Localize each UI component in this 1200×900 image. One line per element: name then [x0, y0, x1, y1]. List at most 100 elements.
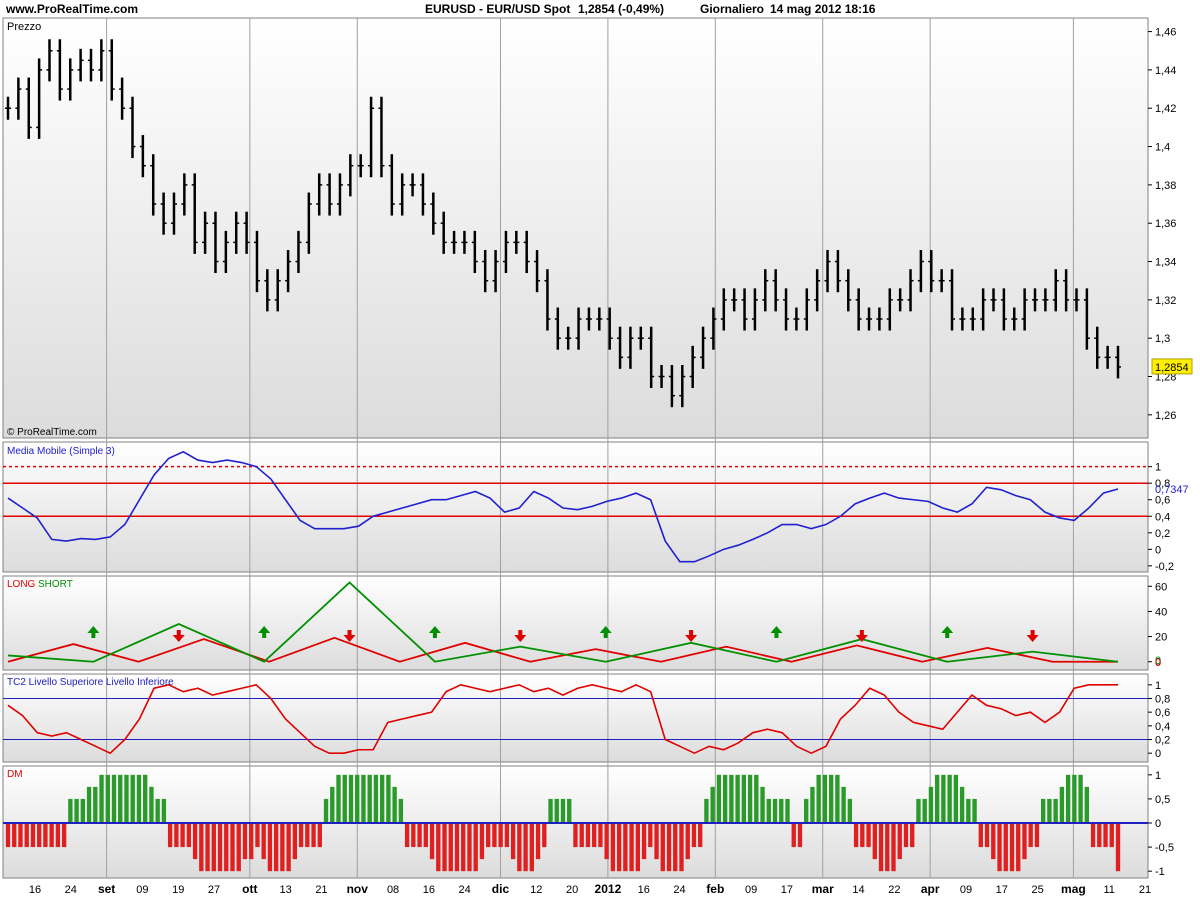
dm-bar	[953, 774, 959, 823]
dm-bar	[411, 823, 416, 848]
dm-bar	[1003, 823, 1008, 872]
up-arrow-icon	[941, 626, 954, 638]
x-tick-label: 21	[1139, 884, 1151, 896]
x-tick-label: 21	[315, 884, 327, 896]
dm-bar	[710, 786, 715, 823]
x-tick-label: 24	[673, 884, 685, 896]
dm-bar	[872, 823, 877, 860]
ma-pane[interactable]	[2, 441, 1149, 573]
panes	[2, 17, 1149, 879]
dm-bar	[804, 798, 809, 823]
x-tick-label: mag	[1061, 882, 1086, 896]
ma-last-value: 0,7347	[1155, 484, 1189, 496]
dm-bar	[1072, 774, 1077, 823]
dm-bar	[1022, 823, 1027, 860]
dm-bar	[1053, 798, 1058, 823]
dm-bar	[467, 823, 472, 872]
dm-bar	[30, 823, 36, 848]
y-tick-label: 20	[1155, 632, 1167, 644]
dm-bar	[348, 774, 354, 823]
y-tick-label: 1	[1155, 770, 1161, 782]
y-tick-label: 0,6	[1155, 495, 1170, 507]
dm-bar	[167, 823, 173, 848]
ma-pane-title: Media Mobile (Simple 3)	[7, 446, 115, 457]
dm-bar	[55, 823, 61, 848]
dm-bar	[978, 823, 983, 848]
dm-bar	[330, 786, 335, 823]
dm-bar	[604, 823, 609, 860]
dm-bar	[517, 823, 522, 872]
y-tick-label: 1,28	[1155, 372, 1176, 384]
dm-bar	[1097, 823, 1102, 848]
price-pane-title: Prezzo	[7, 21, 41, 33]
dm-bar	[111, 774, 117, 823]
dm-bar	[261, 823, 266, 860]
y-tick-label: 1,34	[1155, 257, 1176, 269]
dm-bar	[959, 786, 965, 823]
datetime-label: 14 mag 2012 18:16	[770, 2, 876, 16]
y-tick-label: 0	[1155, 544, 1161, 556]
y-tick-label: 0,4	[1155, 721, 1170, 733]
x-tick-label: set	[98, 882, 115, 896]
dm-bar	[548, 798, 553, 823]
last-price-label: 1,2854	[1155, 362, 1189, 374]
dm-bar	[317, 823, 322, 848]
y-tick-label: -0,5	[1155, 842, 1174, 854]
dm-bar	[654, 823, 659, 860]
dm-bar	[442, 823, 447, 872]
dm-bar	[722, 774, 728, 823]
dm-bar	[510, 823, 516, 860]
dm-bar	[448, 823, 453, 872]
down-arrow-icon	[685, 630, 698, 642]
dm-bar	[1078, 774, 1083, 823]
short-title: SHORT	[38, 579, 73, 590]
y-tick-label: 0,4	[1155, 511, 1170, 523]
dm-bar	[74, 798, 79, 823]
dm-bar	[735, 774, 740, 823]
x-tick-label: 16	[638, 884, 650, 896]
dm-bar	[1084, 786, 1089, 823]
dm-bar	[779, 798, 784, 823]
x-tick-label: mar	[812, 882, 834, 896]
dm-bar	[567, 798, 572, 823]
dm-bar	[305, 823, 310, 848]
dm-bar	[598, 823, 603, 848]
site-label[interactable]: www.ProRealTime.com	[5, 2, 138, 16]
y-tick-label: 1,44	[1155, 65, 1176, 77]
dm-bar	[916, 798, 921, 823]
header-bar	[0, 0, 1200, 18]
dm-bar	[903, 823, 909, 848]
dm-bar	[1028, 823, 1033, 848]
dm-bar	[130, 774, 135, 823]
dm-bar	[492, 823, 497, 848]
x-tick-label: 09	[960, 884, 972, 896]
dm-bar	[822, 774, 828, 823]
longshort-last-value: 0	[1155, 657, 1161, 669]
y-tick-label: 1,26	[1155, 410, 1176, 422]
dm-bar	[878, 823, 884, 872]
tc2-series-line	[7, 683, 1118, 755]
dm-bar	[922, 798, 927, 823]
dm-bar	[292, 823, 298, 860]
dm-bar	[323, 798, 329, 823]
dm-bar	[298, 823, 304, 848]
y-tick-label: 0,5	[1155, 794, 1170, 806]
dm-bar	[685, 823, 690, 860]
dm-bar	[37, 823, 42, 848]
dm-bar	[991, 823, 996, 860]
y-tick-label: -0,2	[1155, 561, 1174, 573]
y-tick-label: 1,32	[1155, 295, 1176, 307]
dm-bar	[984, 823, 990, 848]
dm-bar	[273, 823, 279, 872]
dm-bar	[1065, 774, 1071, 823]
copyright-label: © ProRealTime.com	[7, 427, 97, 438]
dm-bar	[498, 823, 503, 848]
dm-bar	[186, 823, 192, 848]
dm-bar	[1115, 823, 1121, 872]
dm-bar	[105, 774, 110, 823]
dm-bar	[529, 823, 534, 872]
series-line-short	[7, 581, 1119, 663]
dm-bar	[336, 774, 341, 823]
dm-bar	[847, 798, 853, 823]
dm-bar	[473, 823, 478, 872]
